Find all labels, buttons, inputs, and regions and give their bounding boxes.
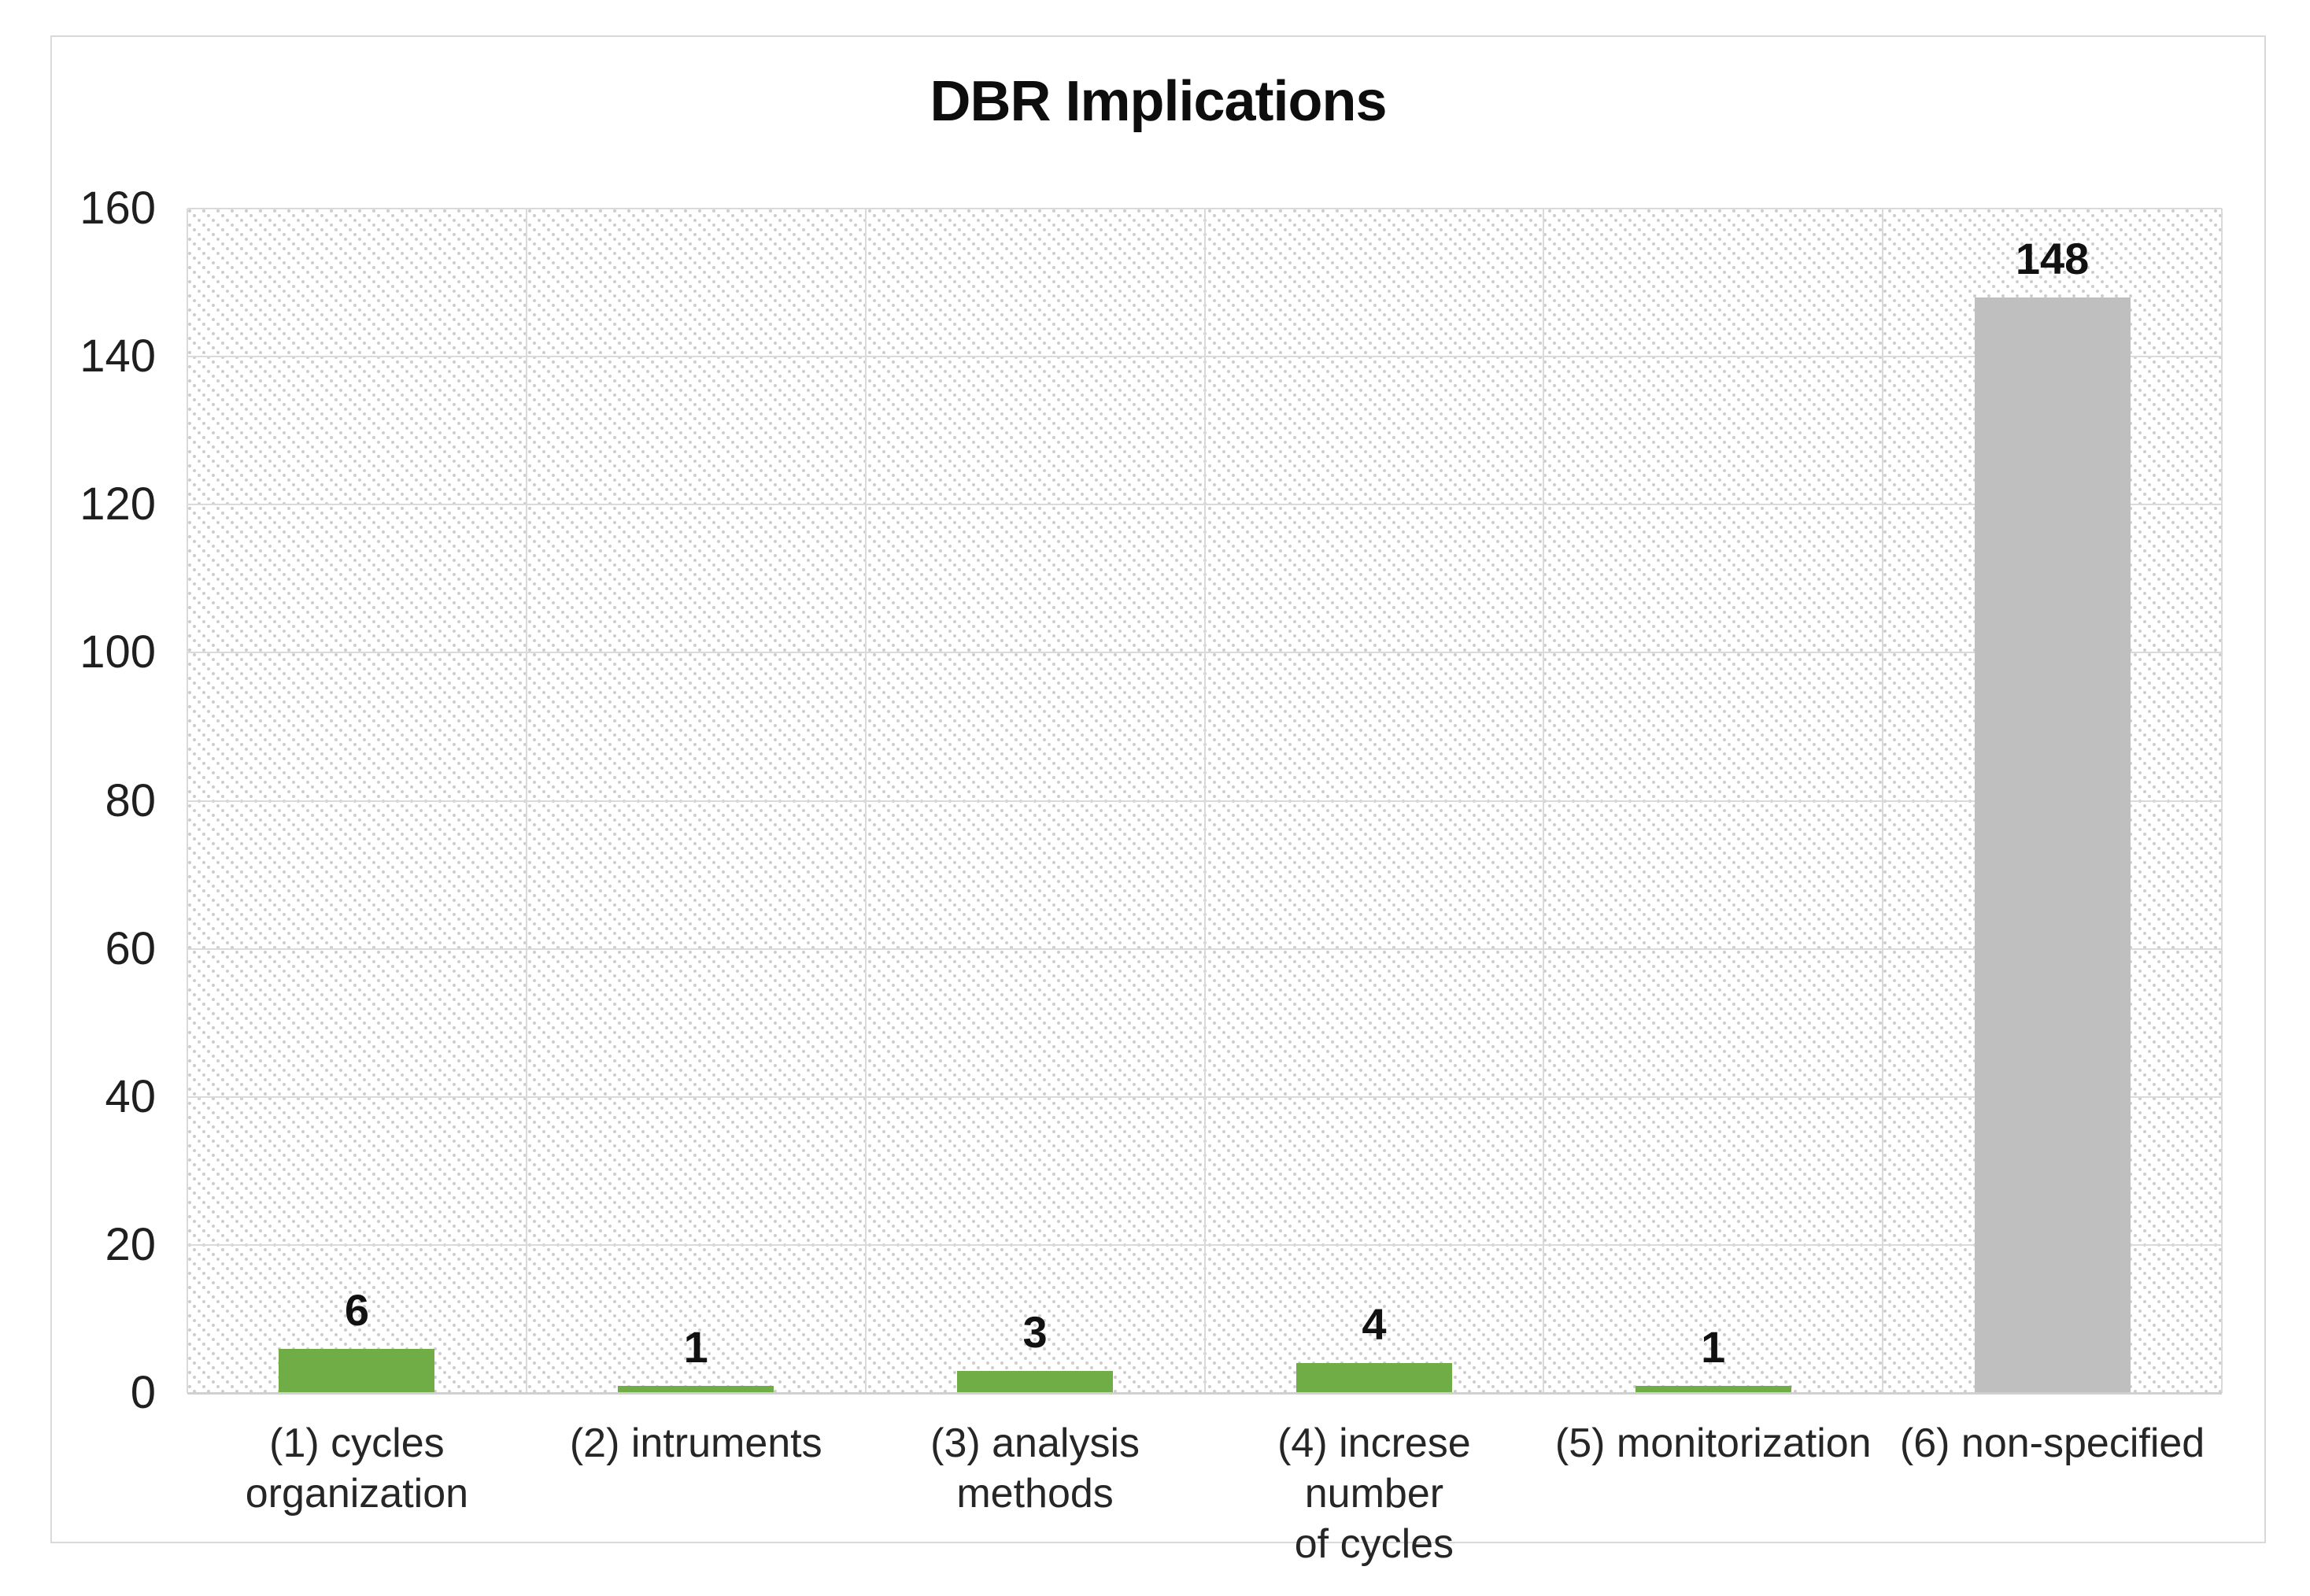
y-axis-tick-label: 140	[79, 331, 156, 382]
x-axis-category-label: (1) cycles organization	[245, 1421, 469, 1517]
vertical-gridline	[2221, 209, 2223, 1393]
y-axis-tick-label: 160	[79, 183, 156, 234]
bar	[1295, 1363, 1452, 1393]
y-axis-tick-label: 0	[130, 1367, 156, 1418]
x-axis-category-label: (4) increse number of cycles	[1277, 1421, 1471, 1567]
bar-value-label: 1	[683, 1321, 708, 1372]
bar-value-label: 148	[2015, 233, 2090, 283]
vertical-gridline	[1203, 209, 1206, 1393]
vertical-gridline	[187, 209, 188, 1393]
x-axis-category-label: (2) intruments	[569, 1421, 822, 1466]
bar-value-label: 6	[344, 1284, 369, 1335]
y-axis-tick-label: 60	[105, 922, 156, 974]
y-axis-tick-label: 20	[105, 1218, 156, 1270]
vertical-gridline	[1543, 209, 1545, 1393]
x-axis-category-label: (3) analysis methods	[930, 1421, 1140, 1517]
chart-title: DBR Implications	[930, 70, 1387, 133]
bar-value-label: 3	[1022, 1306, 1048, 1357]
vertical-gridline	[864, 209, 867, 1393]
bar	[957, 1370, 1114, 1393]
bar	[279, 1348, 435, 1393]
y-axis-tick-label: 40	[105, 1070, 156, 1122]
x-axis-line	[187, 1392, 2222, 1395]
x-axis-category-label: (5) monitorization	[1554, 1421, 1872, 1466]
bar	[618, 1385, 774, 1393]
y-axis-tick-label: 120	[79, 478, 156, 530]
y-axis-tick-label: 100	[79, 626, 156, 678]
bar	[1635, 1385, 1791, 1393]
x-axis-category-label: (6) non-specified	[1899, 1421, 2205, 1466]
vertical-gridline	[1882, 209, 1884, 1393]
bar-value-label: 1	[1701, 1321, 1726, 1372]
bar-value-label: 4	[1362, 1299, 1387, 1350]
bar	[1974, 297, 2131, 1393]
y-axis-tick-label: 80	[105, 774, 156, 826]
vertical-gridline	[525, 209, 527, 1393]
